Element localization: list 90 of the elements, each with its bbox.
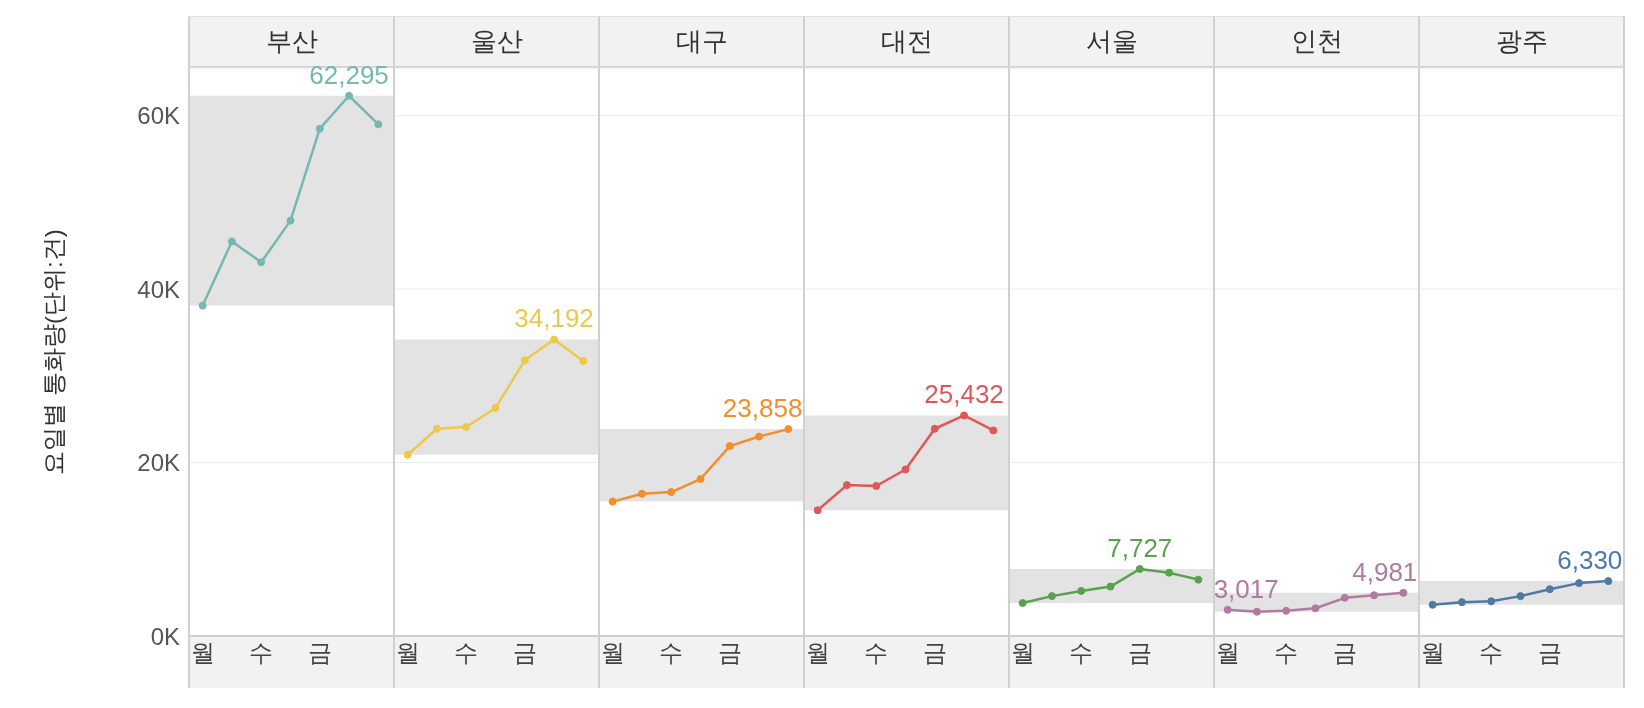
x-tick-label: 금 [717,639,742,667]
x-tick-label: 월 [1420,639,1445,667]
point [637,489,646,498]
x-tick-label: 수 [864,639,889,667]
x-tick-label: 금 [1127,639,1152,667]
chart-title: 인천 [1213,16,1418,68]
x-tick-label: 수 [659,639,684,667]
point [432,424,441,433]
x-tick-label: 수 [1479,639,1504,667]
x-tick-label: 월 [1215,639,1240,667]
x-tick-label: 월 [1010,639,1035,667]
data-label: 23,858 [722,393,803,424]
point [1282,606,1291,615]
data-label: 6,330 [1557,545,1623,576]
data-label: 4,981 [1352,556,1418,587]
point [1487,597,1496,606]
point [1604,577,1613,586]
x-tick-label: 금 [512,639,537,667]
point [696,475,705,484]
point [1311,604,1320,613]
x-tick-label: 금 [307,639,332,667]
x-tick-label: 월 [190,639,215,667]
point [257,258,266,267]
point [1077,586,1086,595]
point [1457,598,1466,607]
data-label: 7,727 [1107,532,1173,563]
point [1194,575,1203,584]
x-tick-label: 수 [1069,639,1094,667]
point [1370,591,1379,600]
point [491,403,500,412]
x-tick-label: 월 [395,639,420,667]
point [374,120,383,129]
point [462,423,471,432]
y-tick-label: 40K [137,275,180,303]
x-tick-label: 수 [249,639,274,667]
x-tick-label: 금 [1332,639,1357,667]
x-tick-label: 월 [600,639,625,667]
chart-title: 광주 [1418,16,1623,68]
point [960,411,969,420]
x-tick-label: 월 [805,639,830,667]
point [1545,585,1554,594]
point [520,356,529,365]
point [198,301,207,310]
x-tick-label: 수 [1274,639,1299,667]
point [667,488,676,497]
point [345,91,354,100]
point [1165,568,1174,577]
point [930,424,939,433]
point [989,426,998,435]
point [1135,564,1144,573]
x-tick-label: 금 [1537,639,1562,667]
point [227,237,236,246]
y-axis-title: 요일별 통화량(단위:건) [39,229,67,475]
y-tick-label: 0K [150,622,180,650]
point [1018,599,1027,608]
data-label: 62,295 [309,59,389,90]
point [315,124,324,133]
point [1047,592,1056,601]
point [901,465,910,474]
chart-title: 서울 [1008,16,1213,68]
data-label: 34,192 [514,303,594,334]
chart-title: 대전 [803,16,1008,68]
point [842,481,851,490]
point [872,481,881,490]
point [784,425,793,434]
chart-title: 대구 [598,16,803,68]
point [1575,579,1584,588]
y-tick-label: 60K [137,102,180,130]
point [725,442,734,451]
point [1223,605,1232,614]
point [286,216,295,225]
point [1340,593,1349,602]
data-label: 3,017 [1213,573,1279,604]
point [1399,588,1408,597]
point [1106,582,1115,591]
data-label: 25,432 [924,379,1004,410]
point [608,497,617,506]
point [579,357,588,366]
point [1428,600,1437,609]
point [755,432,764,441]
point [403,450,412,459]
y-tick-label: 20K [137,449,180,477]
point [813,506,822,515]
point [1516,592,1525,601]
point [1252,607,1261,616]
x-tick-label: 수 [454,639,479,667]
x-tick-label: 금 [922,639,947,667]
chart-title: 부산 [265,26,318,56]
chart-title: 울산 [393,16,598,68]
point [550,335,559,344]
